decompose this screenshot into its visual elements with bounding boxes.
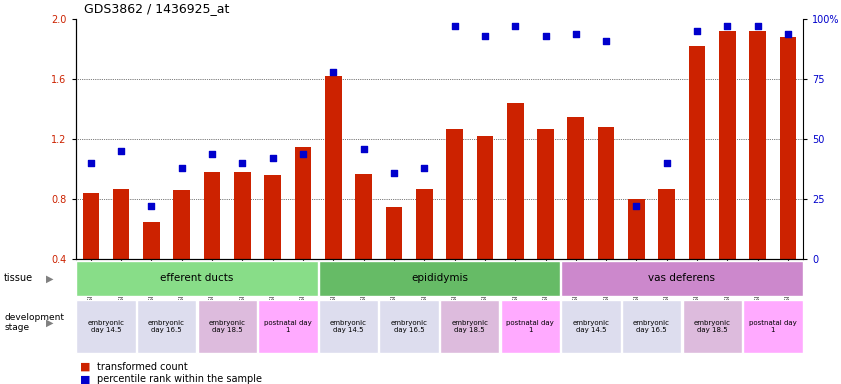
Text: embryonic
day 18.5: embryonic day 18.5	[694, 320, 731, 333]
Text: embryonic
day 16.5: embryonic day 16.5	[633, 320, 670, 333]
Text: percentile rank within the sample: percentile rank within the sample	[97, 374, 262, 384]
Text: embryonic
day 14.5: embryonic day 14.5	[573, 320, 610, 333]
Bar	[379, 300, 439, 353]
Bar	[719, 31, 736, 259]
Point	[114, 148, 128, 154]
Point	[781, 31, 795, 37]
Bar	[173, 190, 190, 259]
Text: ■: ■	[80, 374, 90, 384]
Point	[326, 69, 340, 75]
Point	[479, 33, 492, 39]
Bar	[440, 300, 500, 353]
Bar	[77, 300, 135, 353]
Bar	[416, 189, 432, 259]
Bar	[683, 300, 742, 353]
Bar	[689, 46, 706, 259]
Bar	[204, 172, 220, 259]
Bar	[659, 189, 675, 259]
Point	[751, 23, 764, 30]
Bar	[621, 300, 681, 353]
Text: postnatal day
1: postnatal day 1	[506, 320, 554, 333]
Text: GDS3862 / 1436925_at: GDS3862 / 1436925_at	[84, 2, 230, 15]
Text: vas deferens: vas deferens	[648, 273, 716, 283]
Point	[569, 31, 583, 37]
Bar	[319, 261, 560, 296]
Point	[84, 160, 98, 166]
Point	[145, 204, 158, 210]
Bar	[598, 127, 615, 259]
Bar	[477, 136, 493, 259]
Point	[721, 23, 734, 30]
Bar	[780, 37, 796, 259]
Text: ▶: ▶	[46, 318, 54, 328]
Point	[235, 160, 249, 166]
Bar	[258, 300, 318, 353]
Text: tissue: tissue	[4, 273, 34, 283]
Bar	[294, 147, 311, 259]
Point	[539, 33, 553, 39]
Text: ■: ■	[80, 362, 90, 372]
Text: embryonic
day 14.5: embryonic day 14.5	[330, 320, 367, 333]
Bar	[628, 199, 645, 259]
Bar	[325, 76, 341, 259]
Text: efferent ducts: efferent ducts	[161, 273, 234, 283]
Bar	[319, 300, 378, 353]
Bar	[77, 261, 318, 296]
Text: embryonic
day 16.5: embryonic day 16.5	[390, 320, 427, 333]
Bar	[561, 261, 802, 296]
Point	[660, 160, 674, 166]
Text: ▶: ▶	[46, 273, 54, 283]
Point	[417, 165, 431, 171]
Point	[630, 204, 643, 210]
Point	[690, 28, 704, 34]
Bar	[234, 172, 251, 259]
Bar	[743, 300, 802, 353]
Text: epididymis: epididymis	[411, 273, 468, 283]
Point	[266, 156, 279, 162]
Point	[448, 23, 462, 30]
Bar	[386, 207, 402, 259]
Text: postnatal day
1: postnatal day 1	[264, 320, 312, 333]
Text: embryonic
day 16.5: embryonic day 16.5	[148, 320, 185, 333]
Text: embryonic
day 18.5: embryonic day 18.5	[452, 320, 489, 333]
Text: embryonic
day 14.5: embryonic day 14.5	[87, 320, 124, 333]
Text: development
stage: development stage	[4, 313, 64, 332]
Bar	[82, 193, 99, 259]
Point	[175, 165, 188, 171]
Bar	[355, 174, 372, 259]
Bar	[198, 300, 257, 353]
Bar	[113, 189, 130, 259]
Bar	[500, 300, 560, 353]
Text: transformed count: transformed count	[97, 362, 188, 372]
Point	[600, 38, 613, 44]
Point	[205, 151, 219, 157]
Bar	[143, 222, 160, 259]
Text: embryonic
day 18.5: embryonic day 18.5	[209, 320, 246, 333]
Point	[357, 146, 370, 152]
Bar	[507, 103, 524, 259]
Point	[387, 170, 400, 176]
Point	[296, 151, 309, 157]
Bar	[264, 175, 281, 259]
Bar	[568, 117, 584, 259]
Bar	[561, 300, 621, 353]
Text: postnatal day
1: postnatal day 1	[749, 320, 796, 333]
Bar	[137, 300, 196, 353]
Bar	[447, 129, 463, 259]
Point	[509, 23, 522, 30]
Bar	[537, 129, 554, 259]
Bar	[749, 31, 766, 259]
